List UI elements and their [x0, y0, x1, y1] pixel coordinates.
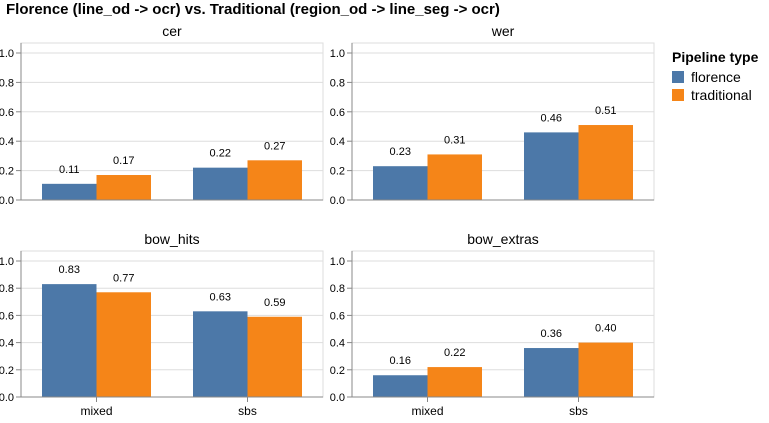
data-label: 0.16	[390, 355, 411, 367]
facet-cer: 0.0 0.2 0.4 0.6 0.8 1.0 cer 0.11 0.17 0.22 0.27	[0, 23, 324, 207]
legend: Pipeline type florence traditional	[672, 49, 758, 104]
facet-title: cer	[162, 23, 182, 39]
x-tick-label: mixed	[411, 404, 443, 418]
chart-title: Florence (line_od -> ocr) vs. Traditiona…	[6, 1, 500, 18]
y-tick-label: 0.8	[330, 283, 345, 295]
facet-bow-extras: 0.0 0.2 0.4 0.6 0.8 1.0 bow_extras 0.16 0.22 mixe…	[330, 231, 655, 418]
y-tick-label: 1.0	[0, 48, 14, 60]
bar-mixed-traditional	[96, 175, 151, 200]
data-label: 0.27	[264, 140, 285, 152]
bar-sbs-traditional	[578, 125, 633, 200]
data-label: 0.59	[264, 297, 285, 309]
bar-mixed-florence	[373, 375, 428, 397]
bar-sbs-traditional	[578, 342, 633, 397]
y-tick-label: 0.0	[330, 392, 345, 404]
bar-sbs-traditional	[247, 160, 302, 200]
data-label: 0.11	[59, 164, 80, 176]
y-tick-label: 0.2	[330, 166, 345, 178]
bar-sbs-florence	[524, 348, 579, 397]
y-tick-label: 0.2	[330, 365, 345, 377]
bar-mixed-traditional	[427, 367, 482, 397]
facet-title: bow_hits	[144, 231, 199, 247]
y-tick-label: 0.0	[0, 392, 14, 404]
bar-sbs-traditional	[247, 316, 302, 397]
y-tick-label: 0.4	[330, 136, 345, 148]
legend-item-florence: florence	[672, 68, 758, 86]
data-label: 0.17	[113, 155, 134, 167]
data-label: 0.77	[113, 272, 134, 284]
x-tick-label: sbs	[569, 404, 588, 418]
y-tick-label: 0.8	[0, 283, 14, 295]
y-tick-label: 0.8	[330, 77, 345, 89]
y-tick-label: 0.4	[0, 136, 14, 148]
y-tick-label: 1.0	[330, 256, 345, 268]
y-tick-label: 0.0	[0, 195, 14, 207]
x-tick-label: mixed	[80, 404, 112, 418]
data-label: 0.31	[444, 134, 465, 146]
bar-mixed-florence	[373, 166, 428, 200]
y-tick-label: 0.6	[0, 107, 14, 119]
bar-mixed-florence	[42, 183, 97, 200]
data-label: 0.46	[541, 112, 562, 124]
legend-label-florence: florence	[691, 69, 741, 85]
legend-title: Pipeline type	[672, 49, 759, 65]
facet-title: bow_extras	[467, 231, 539, 247]
bar-mixed-traditional	[427, 154, 482, 200]
facet-title: wer	[491, 23, 515, 39]
y-tick-label: 1.0	[0, 256, 14, 268]
bar-sbs-florence	[193, 311, 248, 397]
facet-bow-hits: 0.0 0.2 0.4 0.6 0.8 1.0 bow_hits 0.83 0.77 mixed 0…	[0, 231, 324, 418]
facet-wer: 0.0 0.2 0.4 0.6 0.8 1.0 wer 0.23 0.31 0.46 0.51	[330, 23, 655, 207]
data-label: 0.22	[444, 347, 465, 359]
data-label: 0.22	[210, 148, 231, 160]
y-tick-label: 0.2	[0, 365, 14, 377]
y-tick-label: 0.4	[0, 338, 14, 350]
legend-item-traditional: traditional	[672, 86, 758, 104]
bar-mixed-florence	[42, 284, 97, 397]
y-tick-label: 0.6	[0, 310, 14, 322]
data-label: 0.63	[210, 291, 231, 303]
data-label: 0.23	[390, 146, 411, 158]
y-tick-label: 0.8	[0, 77, 14, 89]
y-tick-label: 0.6	[330, 310, 345, 322]
bar-sbs-florence	[524, 132, 579, 200]
y-tick-label: 0.6	[330, 107, 345, 119]
data-label: 0.36	[541, 328, 562, 340]
legend-label-traditional: traditional	[691, 87, 752, 103]
data-label: 0.51	[595, 105, 616, 117]
y-tick-label: 0.2	[0, 166, 14, 178]
data-label: 0.83	[59, 264, 80, 276]
legend-swatch-traditional	[672, 89, 684, 101]
legend-swatch-florence	[672, 71, 684, 83]
data-label: 0.40	[595, 323, 616, 335]
y-tick-label: 0.0	[330, 195, 345, 207]
x-tick-label: sbs	[238, 404, 257, 418]
y-tick-label: 0.4	[330, 338, 345, 350]
y-tick-label: 1.0	[330, 48, 345, 60]
bar-mixed-traditional	[96, 292, 151, 397]
bar-sbs-florence	[193, 167, 248, 200]
